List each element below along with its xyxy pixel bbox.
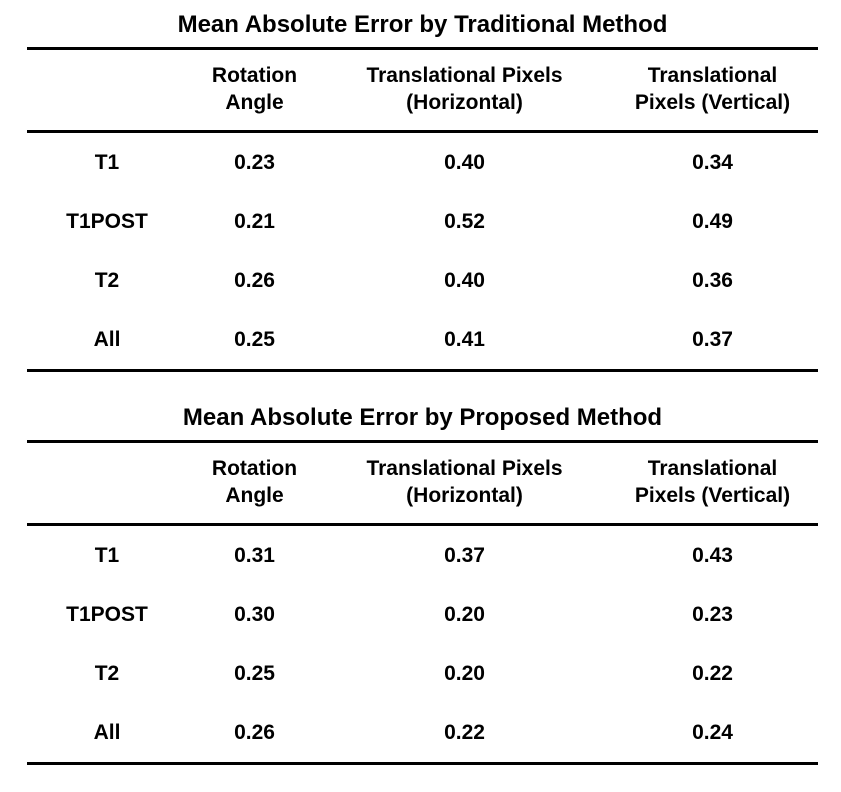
table-row-all: All 0.25 0.41 0.37	[27, 310, 818, 371]
table-row-t1: T1 0.23 0.40 0.34	[27, 132, 818, 193]
header-corner	[27, 443, 187, 526]
header-row: Rotation Angle Translational Pixels (Hor…	[27, 443, 818, 526]
cell-value: 0.25	[234, 327, 275, 351]
row-label: T2	[94, 661, 120, 685]
header-row: Rotation Angle Translational Pixels (Hor…	[27, 50, 818, 133]
cell-value: 0.43	[692, 543, 733, 567]
column-header-line: Rotation	[211, 457, 298, 480]
column-header-line: Pixels (Vertical)	[634, 484, 791, 507]
table-row-t2: T2 0.26 0.40 0.36	[27, 251, 818, 310]
table-row-t1: T1 0.31 0.37 0.43	[27, 525, 818, 586]
cell-value: 0.23	[234, 150, 275, 174]
column-header-translational-horizontal: Translational Pixels (Horizontal)	[322, 50, 607, 133]
cell-value: 0.37	[444, 543, 485, 567]
column-header-line: Translational	[647, 64, 778, 87]
table-row-all: All 0.26 0.22 0.24	[27, 703, 818, 764]
cell-value: 0.34	[692, 150, 733, 174]
mae-proposed-table: Mean Absolute Error by Proposed Method R…	[27, 393, 818, 765]
column-header-line: Translational Pixels	[366, 64, 563, 87]
mae-traditional-table: Mean Absolute Error by Traditional Metho…	[27, 0, 818, 372]
column-header-line: Translational Pixels	[366, 457, 563, 480]
cell-value: 0.25	[234, 661, 275, 685]
cell-value: 0.22	[444, 720, 485, 744]
column-header-translational-vertical: Translational Pixels (Vertical)	[607, 443, 818, 526]
row-label: T1	[94, 150, 120, 174]
row-label: T1POST	[66, 209, 148, 233]
cell-value: 0.36	[692, 268, 733, 292]
column-header-rotation-angle: Rotation Angle	[187, 50, 322, 133]
table-title-proposed: Mean Absolute Error by Proposed Method	[27, 393, 818, 443]
row-label: T2	[94, 268, 120, 292]
data-table-proposed: Rotation Angle Translational Pixels (Hor…	[27, 443, 818, 765]
cell-value: 0.26	[234, 268, 275, 292]
column-header-line: (Horizontal)	[406, 91, 523, 114]
cell-value: 0.22	[692, 661, 733, 685]
cell-value: 0.49	[692, 209, 733, 233]
cell-value: 0.20	[444, 602, 485, 626]
row-label: All	[93, 327, 121, 351]
cell-value: 0.21	[234, 209, 275, 233]
cell-value: 0.31	[234, 543, 275, 567]
data-table-traditional: Rotation Angle Translational Pixels (Hor…	[27, 50, 818, 372]
cell-value: 0.37	[692, 327, 733, 351]
column-header-line: Rotation	[211, 64, 298, 87]
cell-value: 0.26	[234, 720, 275, 744]
column-header-line: Angle	[225, 91, 284, 114]
column-header-line: Pixels (Vertical)	[634, 91, 791, 114]
cell-value: 0.23	[692, 602, 733, 626]
table-row-t2: T2 0.25 0.20 0.22	[27, 644, 818, 703]
table-row-t1post: T1POST 0.21 0.52 0.49	[27, 192, 818, 251]
cell-value: 0.30	[234, 602, 275, 626]
table-title-traditional: Mean Absolute Error by Traditional Metho…	[27, 0, 818, 50]
row-label: T1POST	[66, 602, 148, 626]
cell-value: 0.41	[444, 327, 485, 351]
row-label: T1	[94, 543, 120, 567]
column-header-line: (Horizontal)	[406, 484, 523, 507]
header-corner	[27, 50, 187, 133]
table-row-t1post: T1POST 0.30 0.20 0.23	[27, 585, 818, 644]
cell-value: 0.40	[444, 150, 485, 174]
row-label: All	[93, 720, 121, 744]
column-header-line: Translational	[647, 457, 778, 480]
column-header-line: Angle	[225, 484, 284, 507]
column-header-translational-vertical: Translational Pixels (Vertical)	[607, 50, 818, 133]
cell-value: 0.40	[444, 268, 485, 292]
cell-value: 0.24	[692, 720, 733, 744]
cell-value: 0.52	[444, 209, 485, 233]
cell-value: 0.20	[444, 661, 485, 685]
column-header-rotation-angle: Rotation Angle	[187, 443, 322, 526]
column-header-translational-horizontal: Translational Pixels (Horizontal)	[322, 443, 607, 526]
